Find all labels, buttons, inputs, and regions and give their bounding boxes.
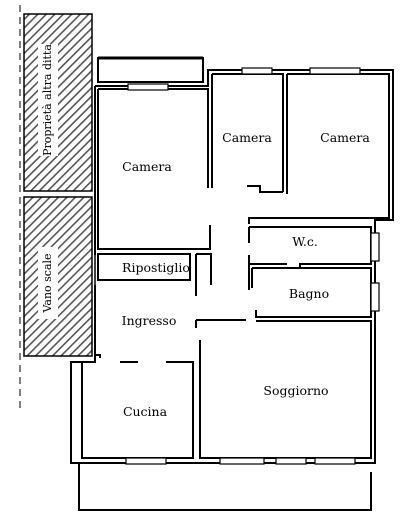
wc-label: W.c. (292, 234, 318, 249)
proprieta-label: Proprietà altra ditta (41, 44, 54, 156)
soggiorno-label: Soggiorno (263, 383, 328, 398)
bagno-label: Bagno (289, 286, 329, 301)
vano-scale-label: Vano scale (41, 253, 54, 313)
ripostiglio-label: Ripostiglio (122, 260, 190, 275)
windows (125, 67, 380, 465)
balcony-bottom (78, 464, 372, 511)
camera-mid-label: Camera (222, 130, 272, 145)
walls (70, 56, 394, 464)
cucina-label: Cucina (123, 404, 168, 419)
camera-right-label: Camera (320, 130, 370, 145)
camera-large-label: Camera (122, 159, 172, 174)
ingresso-label: Ingresso (122, 313, 177, 328)
